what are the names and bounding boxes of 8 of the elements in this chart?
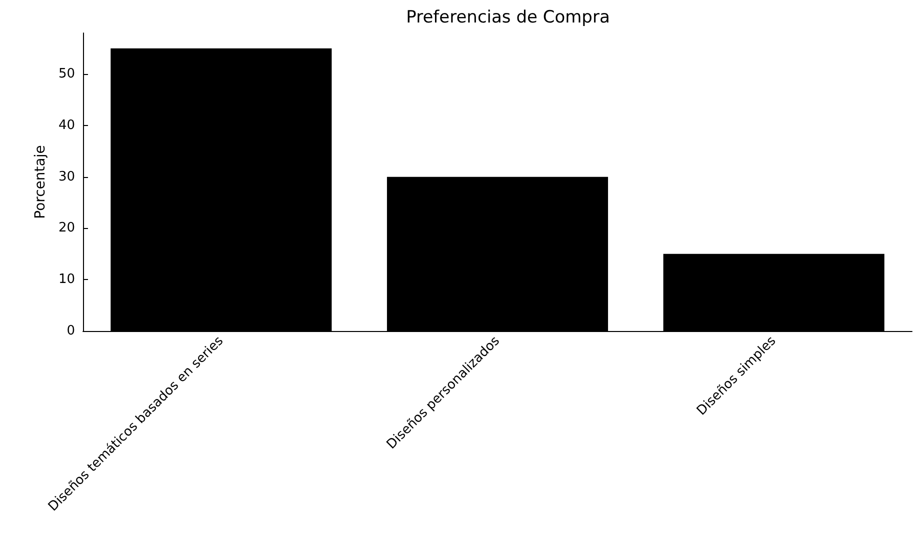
y-tick-label: 40 (58, 118, 75, 133)
y-tick-label: 20 (58, 220, 75, 236)
y-tick-label: 0 (66, 324, 75, 338)
chart-title: Preferencias de Compra (406, 8, 610, 28)
y-axis-title: Porcentaje (32, 145, 49, 219)
y-tick-label: 50 (58, 66, 75, 82)
y-tick-label: 10 (58, 272, 75, 288)
y-tick-label: 30 (58, 169, 75, 184)
